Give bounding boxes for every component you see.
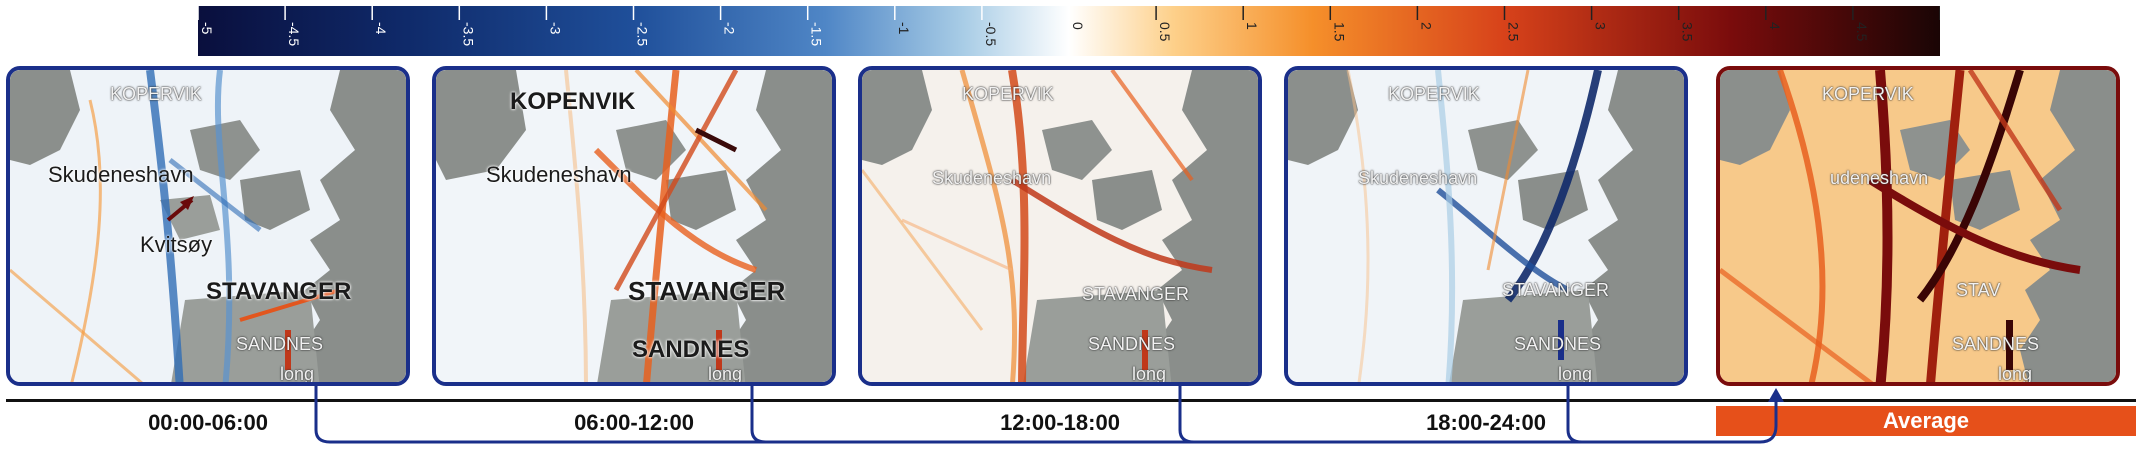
colorbar: -5 -4.5 -4 -3.5 -3 -2.5 -2 -1.5 -1 -0.5 0 0.5 1 1.5 2 2… <box>198 6 1940 56</box>
label-skudeneshavn: Skudeneshavn <box>486 162 632 187</box>
colorbar-tick-label: -1.5 <box>809 22 825 46</box>
colorbar-tick-label: 0 <box>1070 22 1086 30</box>
colorbar-tick-label: -3 <box>547 22 563 35</box>
label-kopervik: KOPERVIK <box>1388 84 1480 104</box>
time-label-06-12: 06:00-12:00 <box>574 410 694 435</box>
colorbar-tick-label: -4 <box>373 22 389 35</box>
colorbar-tick-label: 3 <box>1593 22 1609 30</box>
label-jorpeland: long <box>1998 364 2033 384</box>
label-sandnes: SANDNES <box>1088 334 1176 354</box>
label-stavanger: STAVANGER <box>628 276 786 306</box>
map-image <box>10 70 406 382</box>
colorbar-tick-label: -4.5 <box>286 22 302 46</box>
label-stavanger: STAVANGER <box>1082 284 1190 304</box>
label-jorpeland: long <box>280 364 315 384</box>
colorbar-tick-label: -5 <box>199 22 215 35</box>
colorbar-tick-label: 1.5 <box>1331 22 1347 42</box>
colorbar-tick-label: -2 <box>722 22 738 35</box>
label-sandnes: SANDNES <box>236 334 324 354</box>
colorbar-tick-label: 1 <box>1244 22 1260 30</box>
colorbar-gradient: -5 -4.5 -4 -3.5 -3 -2.5 -2 -1.5 -1 -0.5 0 0.5 1 1.5 2 2… <box>198 6 1940 56</box>
label-skudeneshavn: Skudeneshavn <box>1358 168 1478 188</box>
time-label-12-18: 12:00-18:00 <box>1000 410 1120 435</box>
colorbar-tick-label: 2.5 <box>1506 22 1522 42</box>
label-kvitsoy: Kvitsøy <box>140 232 213 257</box>
colorbar-tick-label: -1 <box>896 22 912 35</box>
timeline-line <box>6 399 2136 402</box>
colorbar-tick-label: 3.5 <box>1680 22 1696 42</box>
label-kopervik: KOPERVIK <box>962 84 1054 104</box>
label-stavanger: STAVANGER <box>206 278 352 305</box>
map-image <box>436 70 832 382</box>
map-image <box>1720 70 2116 382</box>
colorbar-tick-label: 4.5 <box>1854 22 1870 42</box>
colorbar-tick-label: -2.5 <box>635 22 651 46</box>
colorbar-tick-label: -3.5 <box>460 22 476 46</box>
time-label-00-06: 00:00-06:00 <box>148 410 268 435</box>
label-skudeneshavn: udeneshavn <box>1830 168 1929 188</box>
label-kopervik: KOPERVIK <box>110 84 202 104</box>
map-panel-18-24[interactable]: KOPERVIK Skudeneshavn STAVANGER SANDNES … <box>1284 66 1688 386</box>
colorbar-tick-label: 0.5 <box>1157 22 1173 42</box>
label-jorpeland: long <box>708 364 743 384</box>
map-panel-06-12[interactable]: KOPENVIK Skudeneshavn STAVANGER SANDNES … <box>432 66 836 386</box>
label-sandnes: SANDNES <box>1952 334 2040 354</box>
map-panel-00-06[interactable]: KOPERVIK Skudeneshavn Kvitsøy STAVANGER … <box>6 66 410 386</box>
label-skudeneshavn: Skudeneshavn <box>932 168 1052 188</box>
colorbar-tick-label: 4 <box>1767 22 1783 30</box>
average-label: Average <box>1716 406 2136 436</box>
label-kopervik: KOPERVIK <box>1822 84 1914 104</box>
label-stavanger: STAVANGER <box>1502 280 1610 300</box>
label-kopervik: KOPENVIK <box>510 88 636 115</box>
map-panel-12-18[interactable]: KOPERVIK Skudeneshavn STAVANGER SANDNES … <box>858 66 1262 386</box>
map-image <box>1288 70 1684 382</box>
label-stavanger: STAV <box>1956 280 2001 300</box>
map-panel-average[interactable]: KOPERVIK udeneshavn STAV SANDNES long <box>1716 66 2120 386</box>
colorbar-tick-label: 2 <box>1418 22 1434 30</box>
time-label-18-24: 18:00-24:00 <box>1426 410 1546 435</box>
label-jorpeland: long <box>1558 364 1593 384</box>
label-sandnes: SANDNES <box>632 336 750 363</box>
label-skudeneshavn: Skudeneshavn <box>48 162 194 187</box>
colorbar-tick-label: -0.5 <box>983 22 999 46</box>
label-sandnes: SANDNES <box>1514 334 1602 354</box>
map-image <box>862 70 1258 382</box>
label-jorpeland: long <box>1132 364 1167 384</box>
